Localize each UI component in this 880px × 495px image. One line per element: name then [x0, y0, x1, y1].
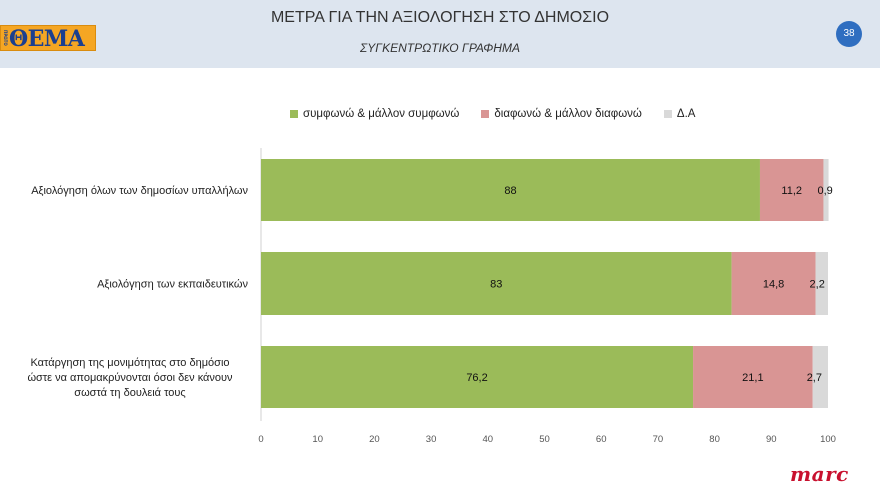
bar-3-series-2	[693, 346, 813, 408]
bar-3-series-1	[261, 346, 694, 408]
page-title: ΜΕΤΡΑ ΓΙΑ ΤΗΝ ΑΞΙΟΛΟΓΗΣΗ ΣΤΟ ΔΗΜΟΣΙΟ	[270, 9, 610, 26]
bar-1-series-2	[759, 159, 824, 221]
x-tick-label-60: 60	[596, 434, 607, 445]
category-label-3-line-1: Κατάργηση της μονιμότητας στο δημόσιο	[30, 357, 229, 369]
x-tick-label-30: 30	[426, 434, 437, 445]
x-tick-label-80: 80	[709, 434, 720, 445]
bar-1-series-1	[261, 159, 760, 221]
bar-label-3-series-1: 76,2	[466, 372, 487, 384]
legend-label-agree: συμφωνώ & μάλλον συμφωνώ	[303, 108, 460, 120]
x-tick-label-90: 90	[766, 434, 777, 445]
page-subtitle: ΣΥΓΚΕΝΤΡΩΤΙΚΟ ΓΡΑΦΗΜΑ	[360, 41, 520, 55]
logo-text: ΘΕΜΑ	[9, 26, 85, 51]
logo-small-text: ΠΡΩΤΟ	[3, 30, 8, 46]
x-tick-label-50: 50	[539, 434, 550, 445]
legend-swatch-na	[663, 110, 672, 118]
x-tick-label-0: 0	[258, 434, 263, 445]
logo: ΠΡΩΤΟ ΘΕΜΑ	[0, 25, 96, 51]
legend-swatch-disagree	[481, 110, 490, 118]
category-label-3-line-2: ώστε να απομακρύνονται όσοι δεν κάνουν	[27, 372, 233, 384]
bar-label-3-series-3: 2,7	[807, 372, 822, 384]
legend-item-disagree: διαφωνώ & μάλλον διαφωνώ	[481, 108, 642, 120]
bar-label-2-series-2: 14,8	[763, 279, 784, 291]
bar-2-series-3	[815, 252, 828, 315]
legend-swatch-agree	[290, 110, 298, 118]
bar-label-3-series-2: 21,1	[742, 372, 763, 384]
legend-item-na: Δ.Α	[663, 108, 696, 120]
chart-legend: συμφωνώ & μάλλον συμφωνώ διαφωνώ & μάλλο…	[290, 108, 695, 120]
category-label-3: Κατάργηση της μονιμότητας στο δημόσιο ώστ…	[27, 357, 233, 399]
bar-2-series-1	[261, 252, 732, 315]
x-tick-label-10: 10	[312, 434, 323, 445]
marc-logo: marc	[790, 462, 849, 486]
bar-label-1-series-1: 88	[504, 185, 516, 197]
bar-label-1-series-2: 11,2	[781, 185, 802, 197]
bar-3-series-3	[812, 346, 828, 408]
category-label-1: Αξιολόγηση όλων των δημοσίων υπαλλήλων	[31, 185, 248, 197]
category-label-3-line-3: σωστά τη δουλειά τους	[74, 387, 185, 399]
legend-label-na: Δ.Α	[676, 108, 696, 120]
bar-2-series-2	[731, 252, 816, 315]
category-label-2: Αξιολόγηση των εκπαιδευτικών	[97, 279, 248, 291]
slide-number-badge: 38	[836, 21, 862, 47]
x-tick-label-40: 40	[483, 434, 494, 445]
slide-header: ΠΡΩΤΟ ΘΕΜΑ ΜΕΤΡΑ ΓΙΑ ΤΗΝ ΑΞΙΟΛΟΓΗΣΗ ΣΤΟ …	[0, 0, 880, 68]
bar-label-2-series-3: 2,2	[810, 279, 825, 291]
bar-label-1-series-3: 0,9	[817, 185, 832, 197]
x-tick-label-100: 100	[820, 434, 836, 445]
bar-1-series-3	[823, 159, 829, 221]
legend-label-disagree: διαφωνώ & μάλλον διαφωνώ	[494, 108, 642, 120]
bar-label-2-series-1: 83	[490, 279, 502, 291]
legend-item-agree: συμφωνώ & μάλλον συμφωνώ	[290, 108, 459, 120]
x-tick-label-20: 20	[369, 434, 380, 445]
x-tick-label-70: 70	[653, 434, 664, 445]
